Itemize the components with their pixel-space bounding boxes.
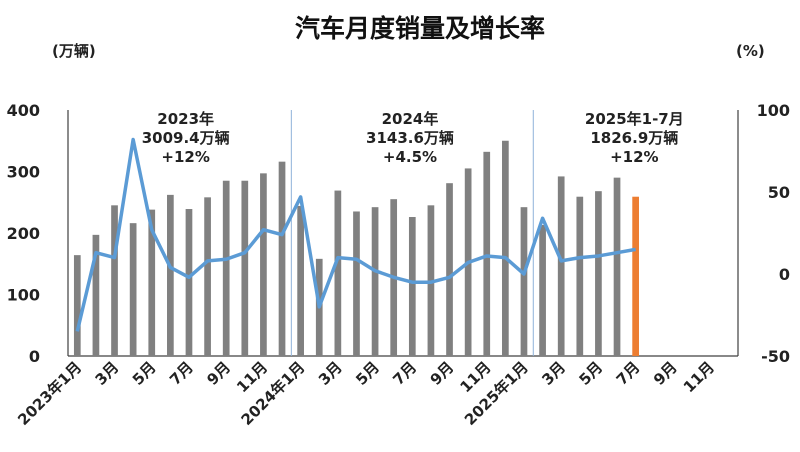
y-left-tick-label: 300 <box>7 163 40 182</box>
sales-bar <box>297 205 304 356</box>
sales-bar <box>408 217 416 356</box>
axes <box>67 110 739 357</box>
sales-bar <box>260 173 267 356</box>
y-left-tick-label: 400 <box>7 101 40 120</box>
sales-bar <box>204 197 211 356</box>
sales-bar <box>334 190 342 356</box>
x-tick-label: 5月 <box>129 358 160 389</box>
growth-line-series <box>75 137 636 332</box>
x-tick-label: 11月 <box>680 358 718 396</box>
period-annotation-line: 2025年1-7月 <box>585 110 684 128</box>
sales-bar <box>222 180 230 356</box>
x-tick-label: 7月 <box>166 358 197 389</box>
sales-bar <box>576 196 584 356</box>
sales-bar <box>353 211 360 356</box>
period-annotation-line: 3143.6万辆 <box>366 129 454 147</box>
sales-bar <box>148 209 156 356</box>
x-tick-label: 7月 <box>613 358 644 389</box>
period-annotation-line: 3009.4万辆 <box>142 129 230 147</box>
x-tick-label: 9月 <box>203 358 234 389</box>
sales-bar <box>73 255 81 356</box>
left-axis-unit: (万辆) <box>52 42 96 60</box>
y-right-tick-label: 0 <box>779 265 790 284</box>
sales-bar <box>595 191 602 356</box>
period-annotation-line: +4.5% <box>383 148 437 166</box>
x-tick-label: 9月 <box>427 358 458 389</box>
sales-bar <box>185 209 193 356</box>
sales-bar <box>502 140 509 356</box>
period-annotation-line: 2024年 <box>382 110 439 128</box>
y-right-tick-label: 100 <box>757 101 790 120</box>
x-tick-label: 9月 <box>650 358 681 389</box>
sales-bar <box>557 176 565 356</box>
sales-bar <box>613 177 621 356</box>
chart-title: 汽车月度销量及增长率 <box>295 14 545 43</box>
x-tick-label: 5月 <box>352 358 383 389</box>
period-annotation-line: +12% <box>161 148 209 166</box>
sales-bar <box>241 180 249 356</box>
sales-bar <box>167 194 174 356</box>
sales-bar <box>278 161 286 356</box>
y-left-tick-label: 200 <box>7 224 40 243</box>
sales-bar <box>539 225 546 356</box>
sales-bar <box>632 196 639 356</box>
period-annotation-line: +12% <box>610 148 658 166</box>
sales-bar <box>371 207 379 356</box>
y-left-tick-label: 100 <box>7 286 40 305</box>
period-annotation-line: 1826.9万辆 <box>590 129 678 147</box>
y-right-tick-label: -50 <box>761 347 790 366</box>
sales-bar <box>111 205 118 356</box>
x-tick-label: 3月 <box>315 358 346 389</box>
period-annotations: 2023年3009.4万辆+12%2024年3143.6万辆+4.5%2025年… <box>142 110 684 166</box>
sales-bar <box>129 223 137 356</box>
bar-series <box>73 140 639 356</box>
sales-bar <box>92 234 100 356</box>
period-annotation-line: 2023年 <box>157 110 214 128</box>
sales-bar <box>446 183 453 356</box>
sales-bar <box>520 207 528 356</box>
x-tick-label: 3月 <box>538 358 569 389</box>
x-tick-label: 2023年1月 <box>14 358 85 429</box>
x-tick-label: 3月 <box>92 358 123 389</box>
x-tick-label: 5月 <box>576 358 607 389</box>
right-axis-unit: (%) <box>736 42 765 60</box>
y-left-tick-label: 0 <box>29 347 40 366</box>
x-tick-label: 7月 <box>389 358 420 389</box>
y-right-tick-label: 50 <box>768 183 790 202</box>
sales-bar <box>483 151 491 356</box>
